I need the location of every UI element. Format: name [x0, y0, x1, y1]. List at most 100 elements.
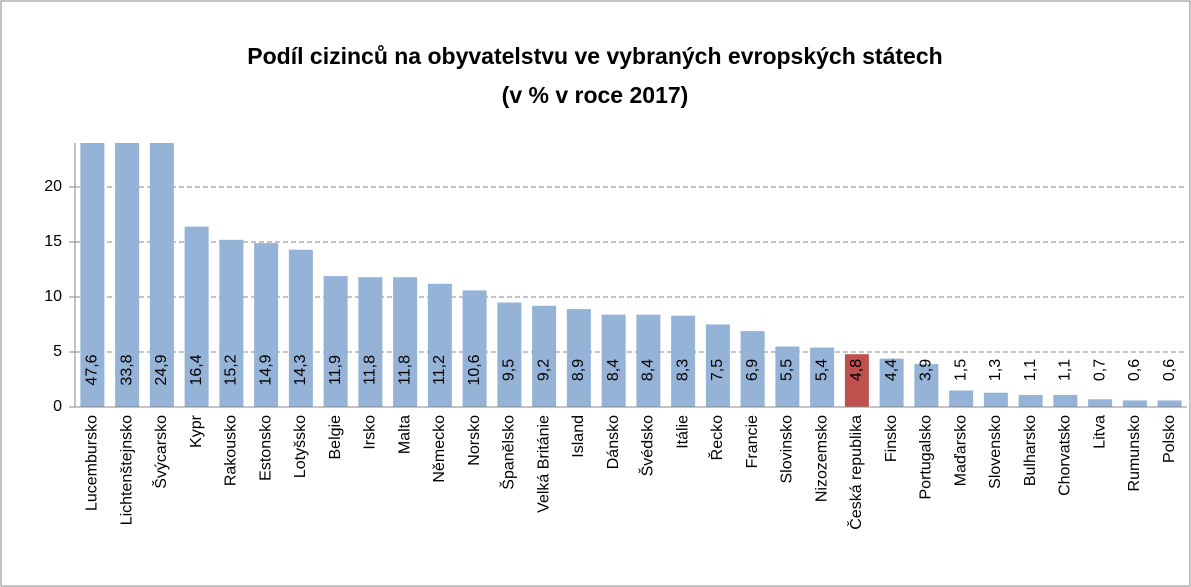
x-tick-label: Velká Británie	[535, 415, 552, 513]
value-label: 14,9	[257, 354, 274, 385]
value-label: 8,4	[605, 359, 622, 381]
chart-subtitle: (v % v roce 2017)	[502, 82, 689, 108]
bar	[1122, 400, 1147, 407]
x-tick-label: Lotyšsko	[292, 415, 309, 478]
bar	[288, 249, 313, 407]
bar	[1018, 394, 1043, 407]
x-tick-label: Česká republika	[846, 415, 865, 530]
y-tick-label: 5	[53, 343, 62, 360]
bar	[393, 277, 418, 407]
bar	[983, 392, 1008, 407]
value-label: 11,8	[362, 355, 379, 385]
bar	[775, 346, 800, 407]
value-label: 0,6	[1126, 359, 1143, 381]
value-label: 7,5	[709, 359, 726, 381]
bar	[1088, 399, 1113, 407]
value-label: 1,1	[1022, 359, 1039, 381]
y-tick-label: 20	[44, 178, 62, 195]
bar	[254, 243, 279, 407]
x-tick-label: Maďarsko	[952, 415, 969, 486]
x-tick-label: Itálie	[674, 415, 691, 449]
bar	[1157, 400, 1182, 407]
bar	[80, 143, 105, 407]
value-label: 11,9	[327, 355, 344, 385]
x-tick-label: Francie	[744, 415, 761, 468]
value-label: 1,5	[952, 359, 969, 381]
x-tick-label: Irsko	[362, 415, 379, 450]
value-label: 0,7	[1091, 359, 1108, 381]
x-tick-label: Polsko	[1161, 415, 1178, 463]
bar	[705, 324, 730, 407]
x-tick-label: Portugalsko	[918, 415, 935, 500]
x-tick-label: Nizozemsko	[813, 415, 830, 502]
x-tick-label: Slovensko	[987, 415, 1004, 489]
value-label: 8,3	[674, 359, 691, 381]
x-tick-label: Estonsko	[257, 415, 274, 481]
y-tick-label: 15	[44, 233, 62, 250]
value-label: 9,5	[501, 359, 518, 381]
x-tick-label: Kypr	[188, 414, 205, 448]
x-tick-label: Řecko	[707, 415, 726, 460]
bar	[149, 143, 174, 407]
value-label: 1,3	[987, 359, 1004, 381]
chart-title: Podíl cizinců na obyvatelstvu ve vybraný…	[247, 43, 942, 69]
value-label: 47,6	[84, 354, 101, 385]
bar	[184, 226, 209, 407]
bar	[1053, 394, 1078, 407]
x-tick-label: Slovinsko	[779, 415, 796, 484]
x-tick-label: Rakousko	[223, 415, 240, 486]
value-label: 14,3	[292, 354, 309, 385]
value-label: 11,8	[396, 355, 413, 385]
x-tick-label: Malta	[396, 415, 413, 454]
value-label: 4,8	[848, 359, 865, 381]
y-tick-label: 0	[53, 398, 62, 415]
x-tick-label: Norsko	[466, 415, 483, 466]
bar	[323, 276, 348, 407]
x-tick-label: Bulharsko	[1022, 415, 1039, 486]
value-label: 5,4	[813, 359, 830, 381]
bars	[80, 143, 1182, 407]
x-tick-label: Lichtenštejnsko	[118, 415, 135, 525]
bar	[879, 358, 904, 407]
bar	[566, 309, 591, 407]
bar	[601, 314, 626, 407]
value-label: 8,4	[640, 359, 657, 381]
value-label: 11,2	[431, 355, 448, 385]
x-tick-label: Island	[570, 415, 587, 458]
x-tick-label: Dánsko	[605, 415, 622, 469]
value-label: 33,8	[118, 354, 135, 385]
bar	[671, 315, 696, 407]
bar	[636, 314, 661, 407]
bar	[532, 305, 557, 407]
x-tick-label: Belgie	[327, 415, 344, 460]
bar	[219, 239, 244, 407]
x-tick-label: Finsko	[883, 415, 900, 462]
x-tick-label: Lucembursko	[84, 415, 101, 511]
x-tick-label: Španělsko	[499, 415, 518, 490]
x-tick-label: Švédsko	[638, 415, 657, 476]
bar	[115, 143, 140, 407]
value-label: 9,2	[535, 359, 552, 381]
bar	[497, 302, 522, 407]
bar	[427, 283, 452, 407]
value-label: 1,1	[1057, 359, 1074, 381]
value-label: 4,4	[883, 359, 900, 381]
bar	[949, 390, 974, 407]
bar	[810, 347, 835, 407]
value-label: 6,9	[744, 359, 761, 381]
x-tick-label: Chorvatsko	[1057, 415, 1074, 496]
y-tick-label: 10	[44, 288, 62, 305]
x-tick-label: Švýcarsko	[151, 415, 170, 489]
value-label: 24,9	[153, 354, 170, 385]
bar	[914, 364, 939, 407]
bar	[358, 277, 383, 407]
value-label: 16,4	[188, 354, 205, 385]
bar	[844, 354, 869, 407]
x-tick-label: Německo	[431, 415, 448, 483]
value-label: 15,2	[223, 354, 240, 385]
bar	[740, 331, 765, 407]
value-label: 0,6	[1161, 359, 1178, 381]
bar	[462, 290, 487, 407]
value-label: 10,6	[466, 354, 483, 385]
